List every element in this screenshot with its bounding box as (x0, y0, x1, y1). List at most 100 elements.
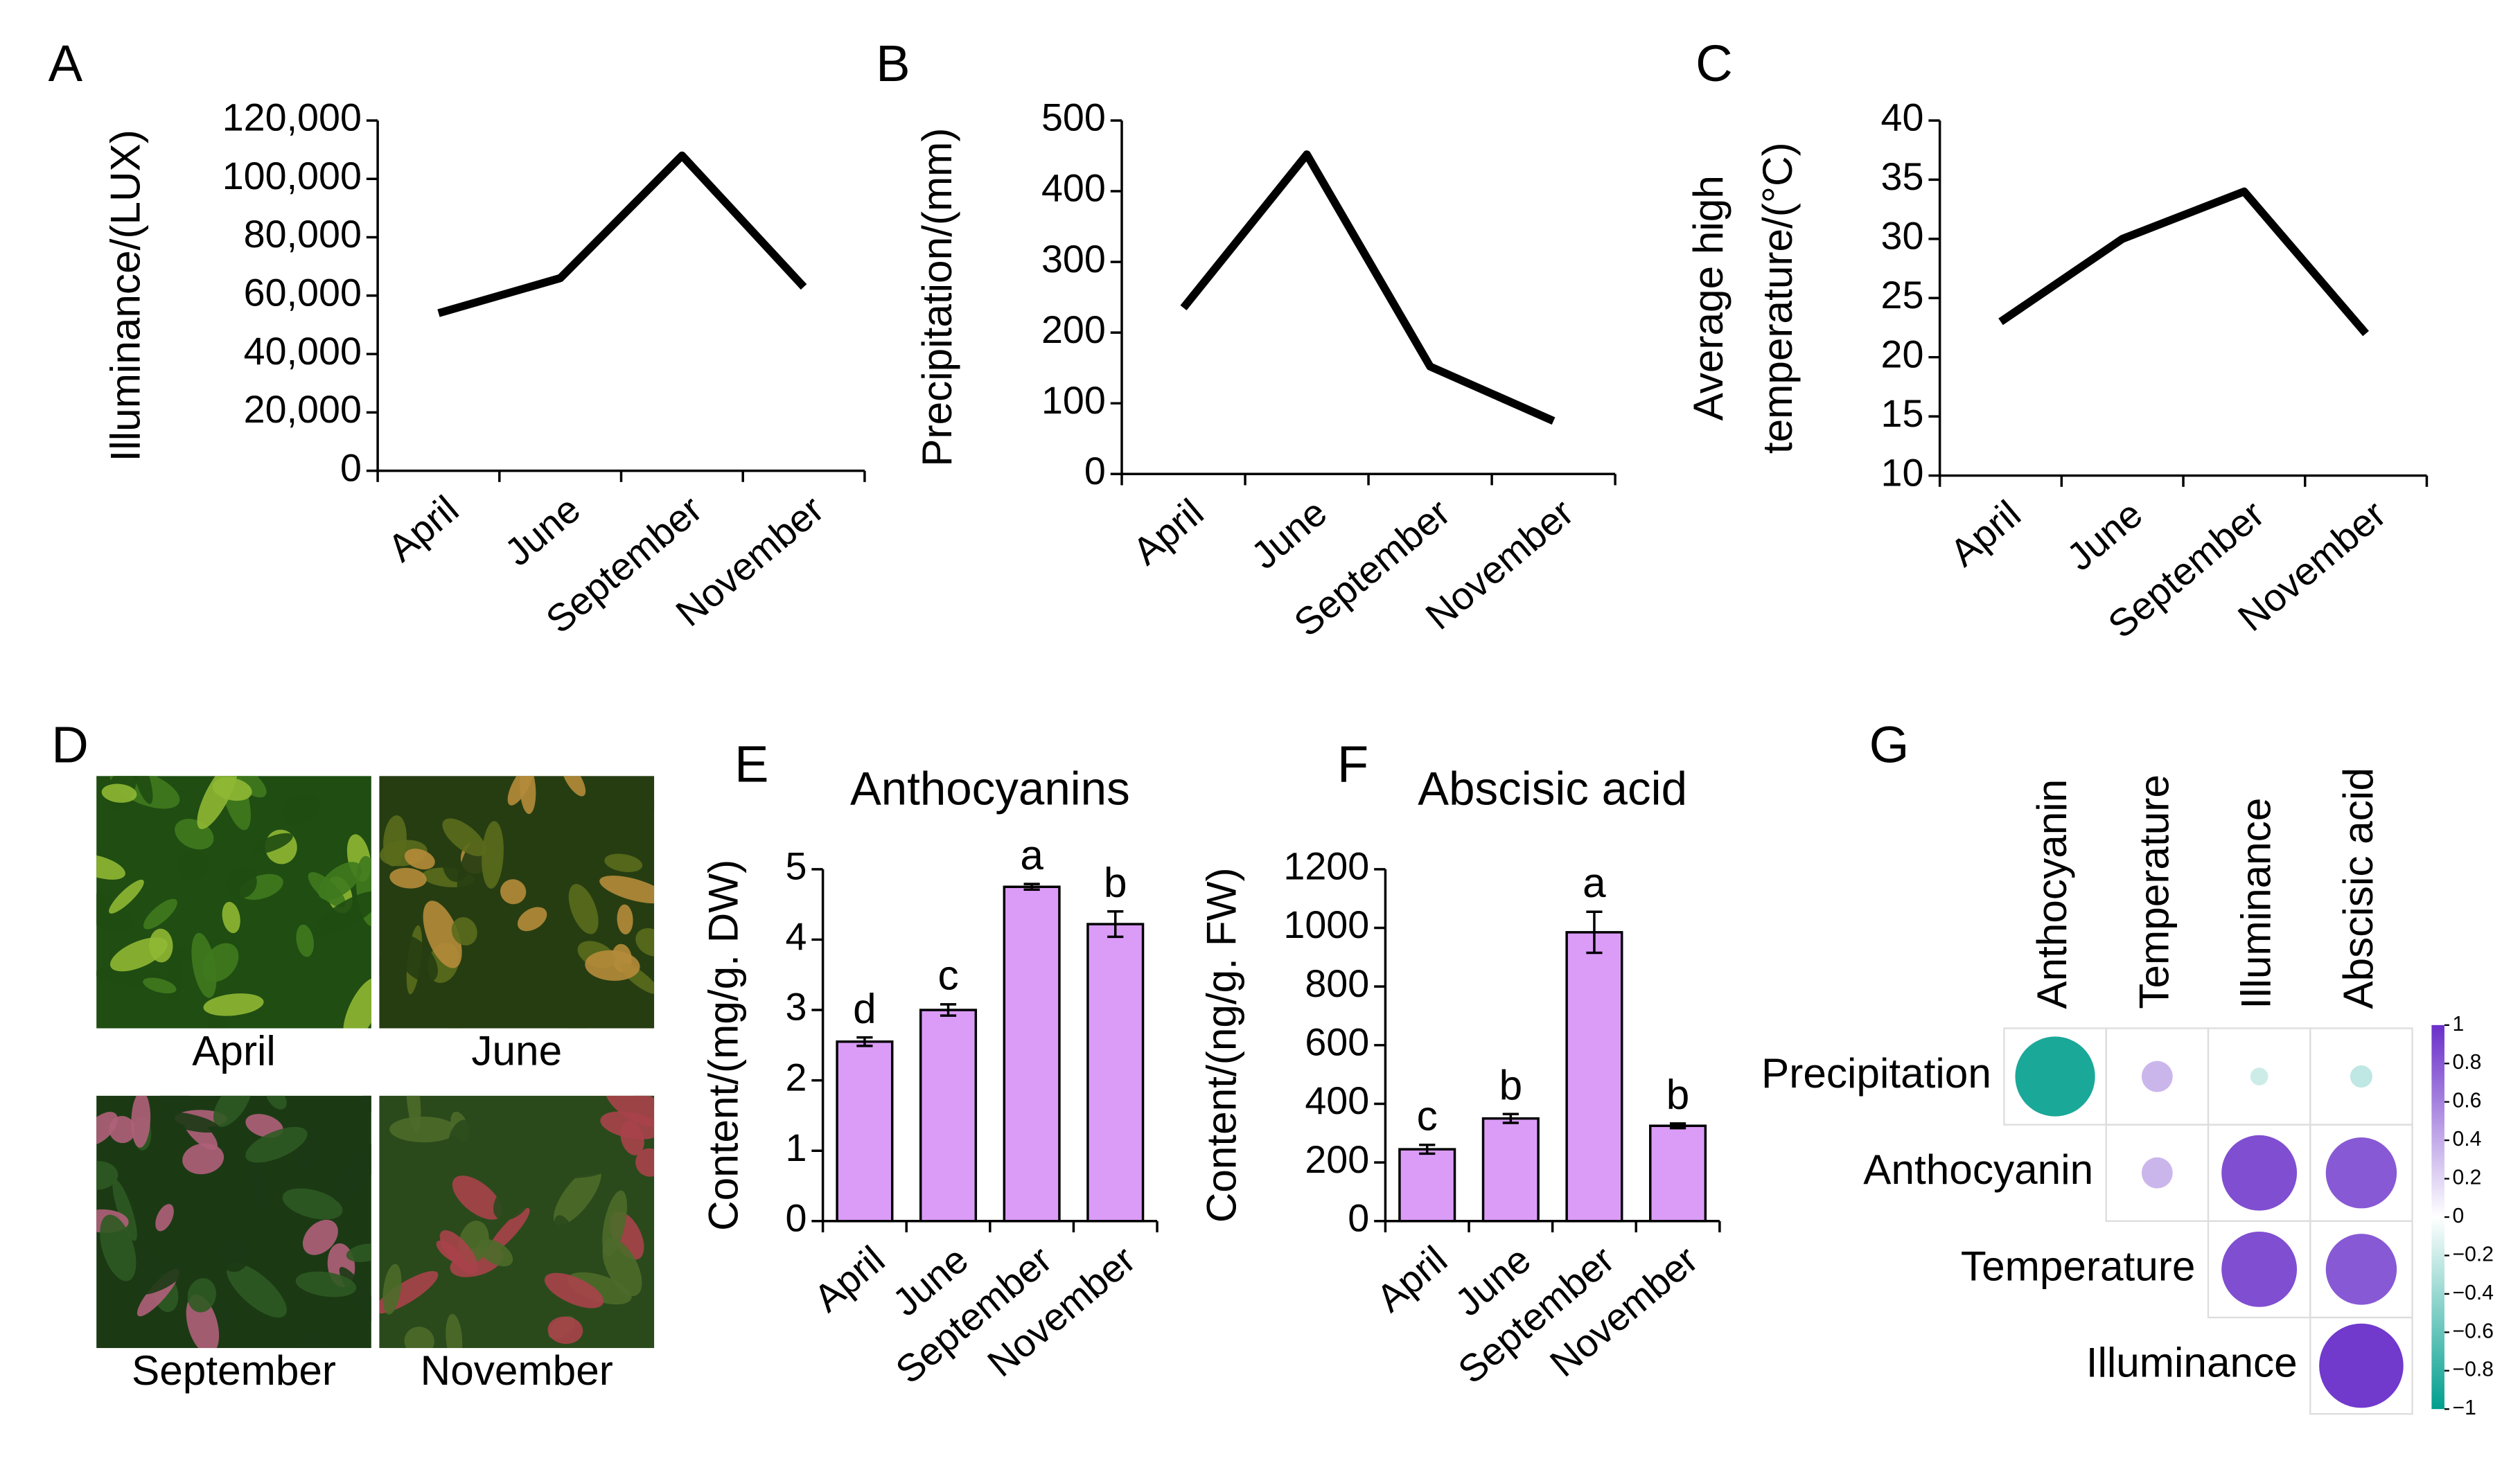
y-tick-label: 2 (785, 1056, 807, 1099)
leaf (561, 776, 586, 797)
leaf (520, 776, 536, 815)
leaf (187, 1278, 216, 1313)
panel-label: G (1869, 716, 1910, 773)
y-tick-label: 35 (1881, 155, 1924, 198)
leaf (406, 1095, 421, 1133)
leaf (606, 804, 633, 833)
y-tick-label: 5 (785, 845, 807, 888)
leaf (100, 1214, 136, 1282)
chart-title: Anthocyanins (850, 763, 1130, 815)
leaf (265, 1095, 287, 1110)
error-bar (856, 1036, 873, 1047)
leaf (404, 1327, 434, 1349)
correlation-circle (2319, 1323, 2404, 1408)
leaf (544, 1273, 604, 1309)
leaf (219, 1239, 249, 1273)
leaf (231, 776, 267, 798)
y-tick-label: 1200 (1283, 845, 1369, 888)
leaf (296, 924, 314, 957)
bar (1649, 1124, 1707, 1223)
leaf (143, 898, 177, 930)
leaf (249, 1154, 267, 1212)
x-tick-label: April (806, 1238, 892, 1320)
leaf (602, 1238, 642, 1297)
leaf (131, 1095, 151, 1148)
colorbar-tick-label: 0.4 (2453, 1128, 2482, 1151)
error-bar (1669, 1122, 1686, 1130)
leaf (226, 1263, 287, 1318)
photo-texture (379, 1095, 655, 1349)
row-label: Precipitation (1761, 1049, 1991, 1097)
leaf (295, 1271, 357, 1297)
leaf (442, 818, 486, 856)
leaf (96, 1112, 118, 1146)
leaf (604, 853, 643, 873)
leaf (394, 934, 438, 983)
significance-letter: a (1020, 831, 1043, 878)
y-tick-label: 15 (1881, 392, 1924, 435)
correlation-circle (2221, 1231, 2298, 1307)
leaf (222, 901, 240, 934)
leaf (226, 867, 257, 898)
leaf (617, 904, 633, 934)
leaf (540, 1153, 617, 1176)
colorbar-tick-label: 0.6 (2453, 1090, 2482, 1112)
leaf (515, 935, 566, 950)
x-tick-label: April (380, 488, 466, 570)
leaf (128, 1246, 161, 1286)
leaf (423, 901, 462, 968)
leaf (448, 1119, 471, 1151)
leaf (136, 1261, 189, 1295)
leaf (404, 849, 435, 870)
leaf (101, 783, 137, 803)
photo-texture (379, 776, 655, 1029)
colorbar-tick-label: −1 (2453, 1396, 2476, 1419)
leaf (477, 968, 499, 1003)
leaf (517, 907, 547, 932)
leaf (318, 862, 362, 901)
y-tick-label: 0 (1348, 1197, 1369, 1240)
line-series (437, 151, 807, 317)
colorbar-tick-label: −0.6 (2453, 1320, 2494, 1342)
y-tick-label: 1000 (1283, 903, 1369, 946)
y-tick-label: 40 (1881, 96, 1924, 139)
leaf (382, 1263, 402, 1315)
photo-caption: June (471, 1027, 562, 1074)
x-tick-label: June (1243, 490, 1334, 577)
leaf (159, 1112, 220, 1133)
leaf (213, 1095, 252, 1127)
x-tick-label: April (1368, 1238, 1455, 1320)
photo-texture (96, 776, 371, 1029)
panel-label: E (734, 735, 769, 792)
leaf (493, 1178, 534, 1221)
significance-letter: b (1104, 859, 1127, 906)
panel-label: B (876, 35, 910, 92)
y-tick-label: 60,000 (244, 271, 362, 314)
leaf (635, 928, 655, 957)
photo-caption: April (192, 1027, 276, 1074)
colorbar-tick-label: −0.4 (2453, 1282, 2494, 1304)
error-bar (1502, 1112, 1519, 1124)
leaf (112, 1179, 137, 1241)
leaf (500, 879, 527, 905)
bar (1003, 885, 1061, 1223)
colorbar-tick-label: 0 (2453, 1205, 2465, 1227)
leaf (314, 891, 371, 937)
leaf (362, 1095, 371, 1113)
correlation-circle (2325, 1137, 2397, 1209)
leaf (557, 993, 591, 1029)
y-tick-label: 200 (1305, 1138, 1369, 1181)
y-tick-label: 30 (1881, 215, 1924, 258)
significance-letter: a (1583, 859, 1606, 906)
y-tick-label: 80,000 (244, 213, 362, 256)
panel-label: F (1337, 735, 1368, 792)
significance-letter: c (1417, 1092, 1438, 1140)
y-tick-label: 800 (1305, 962, 1369, 1005)
leaf (477, 1239, 513, 1267)
chart-title: Abscisic acid (1418, 763, 1687, 815)
leaf (416, 1287, 443, 1328)
y-tick-label: 20 (1881, 332, 1924, 375)
row-label: Illuminance (2086, 1338, 2298, 1385)
panel-label: C (1695, 35, 1733, 92)
